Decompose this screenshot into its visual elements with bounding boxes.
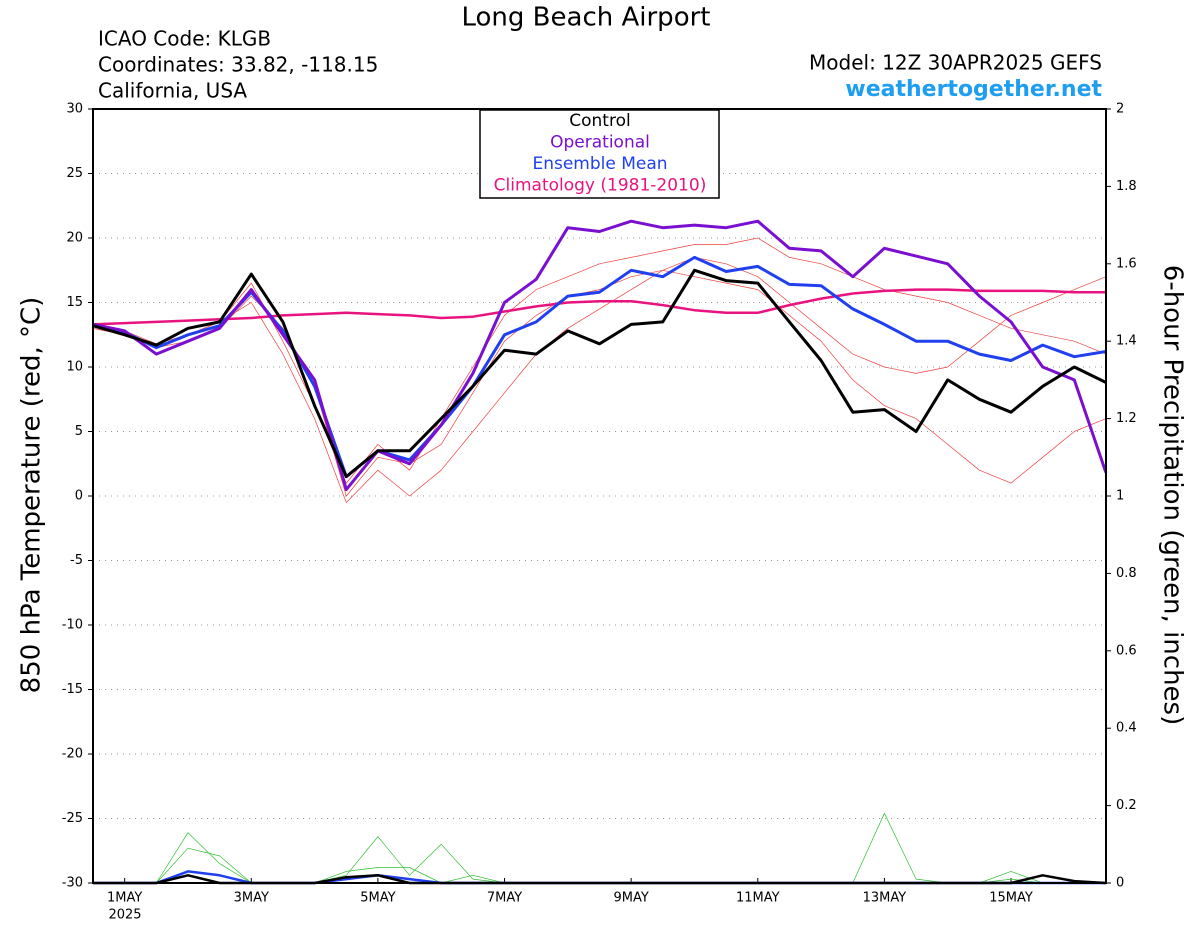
- y2-tick-label: 0.4: [1116, 721, 1137, 736]
- y-axis-title: 850 hPa Temperature (red, °C): [17, 297, 47, 694]
- legend-entry: Climatology (1981-2010): [494, 176, 707, 196]
- y2-tick-label: 1.4: [1116, 334, 1137, 349]
- y-tick-label: 10: [66, 360, 83, 375]
- series-line: [92, 268, 1107, 479]
- y-tick-label: 20: [66, 231, 83, 246]
- y-tick-label: 25: [66, 166, 83, 181]
- y-tick-label: -15: [62, 682, 83, 697]
- info-line: Coordinates: 33.82, -118.15: [98, 53, 378, 77]
- x-tick-label: 3MAY: [234, 891, 269, 906]
- y2-tick-label: 0.6: [1116, 643, 1137, 658]
- x-tick-label: 1MAY: [107, 891, 142, 906]
- x-tick-label: 7MAY: [487, 891, 522, 906]
- y-tick-label: -20: [62, 747, 83, 762]
- chart-title: Long Beach Airport: [462, 3, 711, 33]
- y-tick-label: -5: [70, 553, 83, 568]
- y-tick-label: 5: [75, 424, 83, 439]
- legend-entry: Operational: [550, 133, 650, 153]
- legend-entry: Control: [569, 111, 630, 131]
- x-tick-label: 13MAY: [863, 891, 907, 906]
- legend-entry: Ensemble Mean: [532, 154, 667, 174]
- series-line: [92, 219, 1108, 492]
- x-sublabel: 2025: [108, 908, 141, 923]
- y2-axis-title: 6-hour Precipitation (green, inches): [1158, 265, 1188, 725]
- x-tick-label: 15MAY: [989, 891, 1033, 906]
- plot-area: [93, 109, 1106, 883]
- y-tick-label: 30: [66, 102, 83, 117]
- legend-box: [479, 109, 720, 199]
- x-tick-label: 11MAY: [736, 891, 780, 906]
- y2-tick-label: 0.8: [1116, 566, 1137, 581]
- series-line: [92, 257, 1107, 503]
- y2-tick-label: 0: [1116, 876, 1124, 891]
- y-tick-label: -30: [62, 876, 83, 891]
- y-tick-label: 15: [66, 295, 83, 310]
- y-tick-label: 0: [75, 489, 83, 504]
- x-tick-label: 5MAY: [360, 891, 395, 906]
- info-line: California, USA: [98, 79, 247, 103]
- plot-frame: [92, 108, 1107, 884]
- y2-tick-label: 1.8: [1116, 179, 1137, 194]
- y2-tick-label: 1: [1116, 489, 1124, 504]
- y-tick-label: -10: [62, 618, 83, 633]
- model-label: Model: 12Z 30APR2025 GEFS: [809, 51, 1102, 75]
- source-label: weathertogether.net: [845, 77, 1102, 102]
- y-tick-label: -25: [62, 811, 83, 826]
- y2-tick-label: 1.6: [1116, 256, 1137, 271]
- y2-tick-label: 1.2: [1116, 411, 1137, 426]
- series-line: [92, 288, 1106, 326]
- y2-tick-label: 0.2: [1116, 798, 1137, 813]
- y2-tick-label: 2: [1116, 102, 1124, 117]
- info-line: ICAO Code: KLGB: [98, 27, 271, 51]
- x-tick-label: 9MAY: [614, 891, 649, 906]
